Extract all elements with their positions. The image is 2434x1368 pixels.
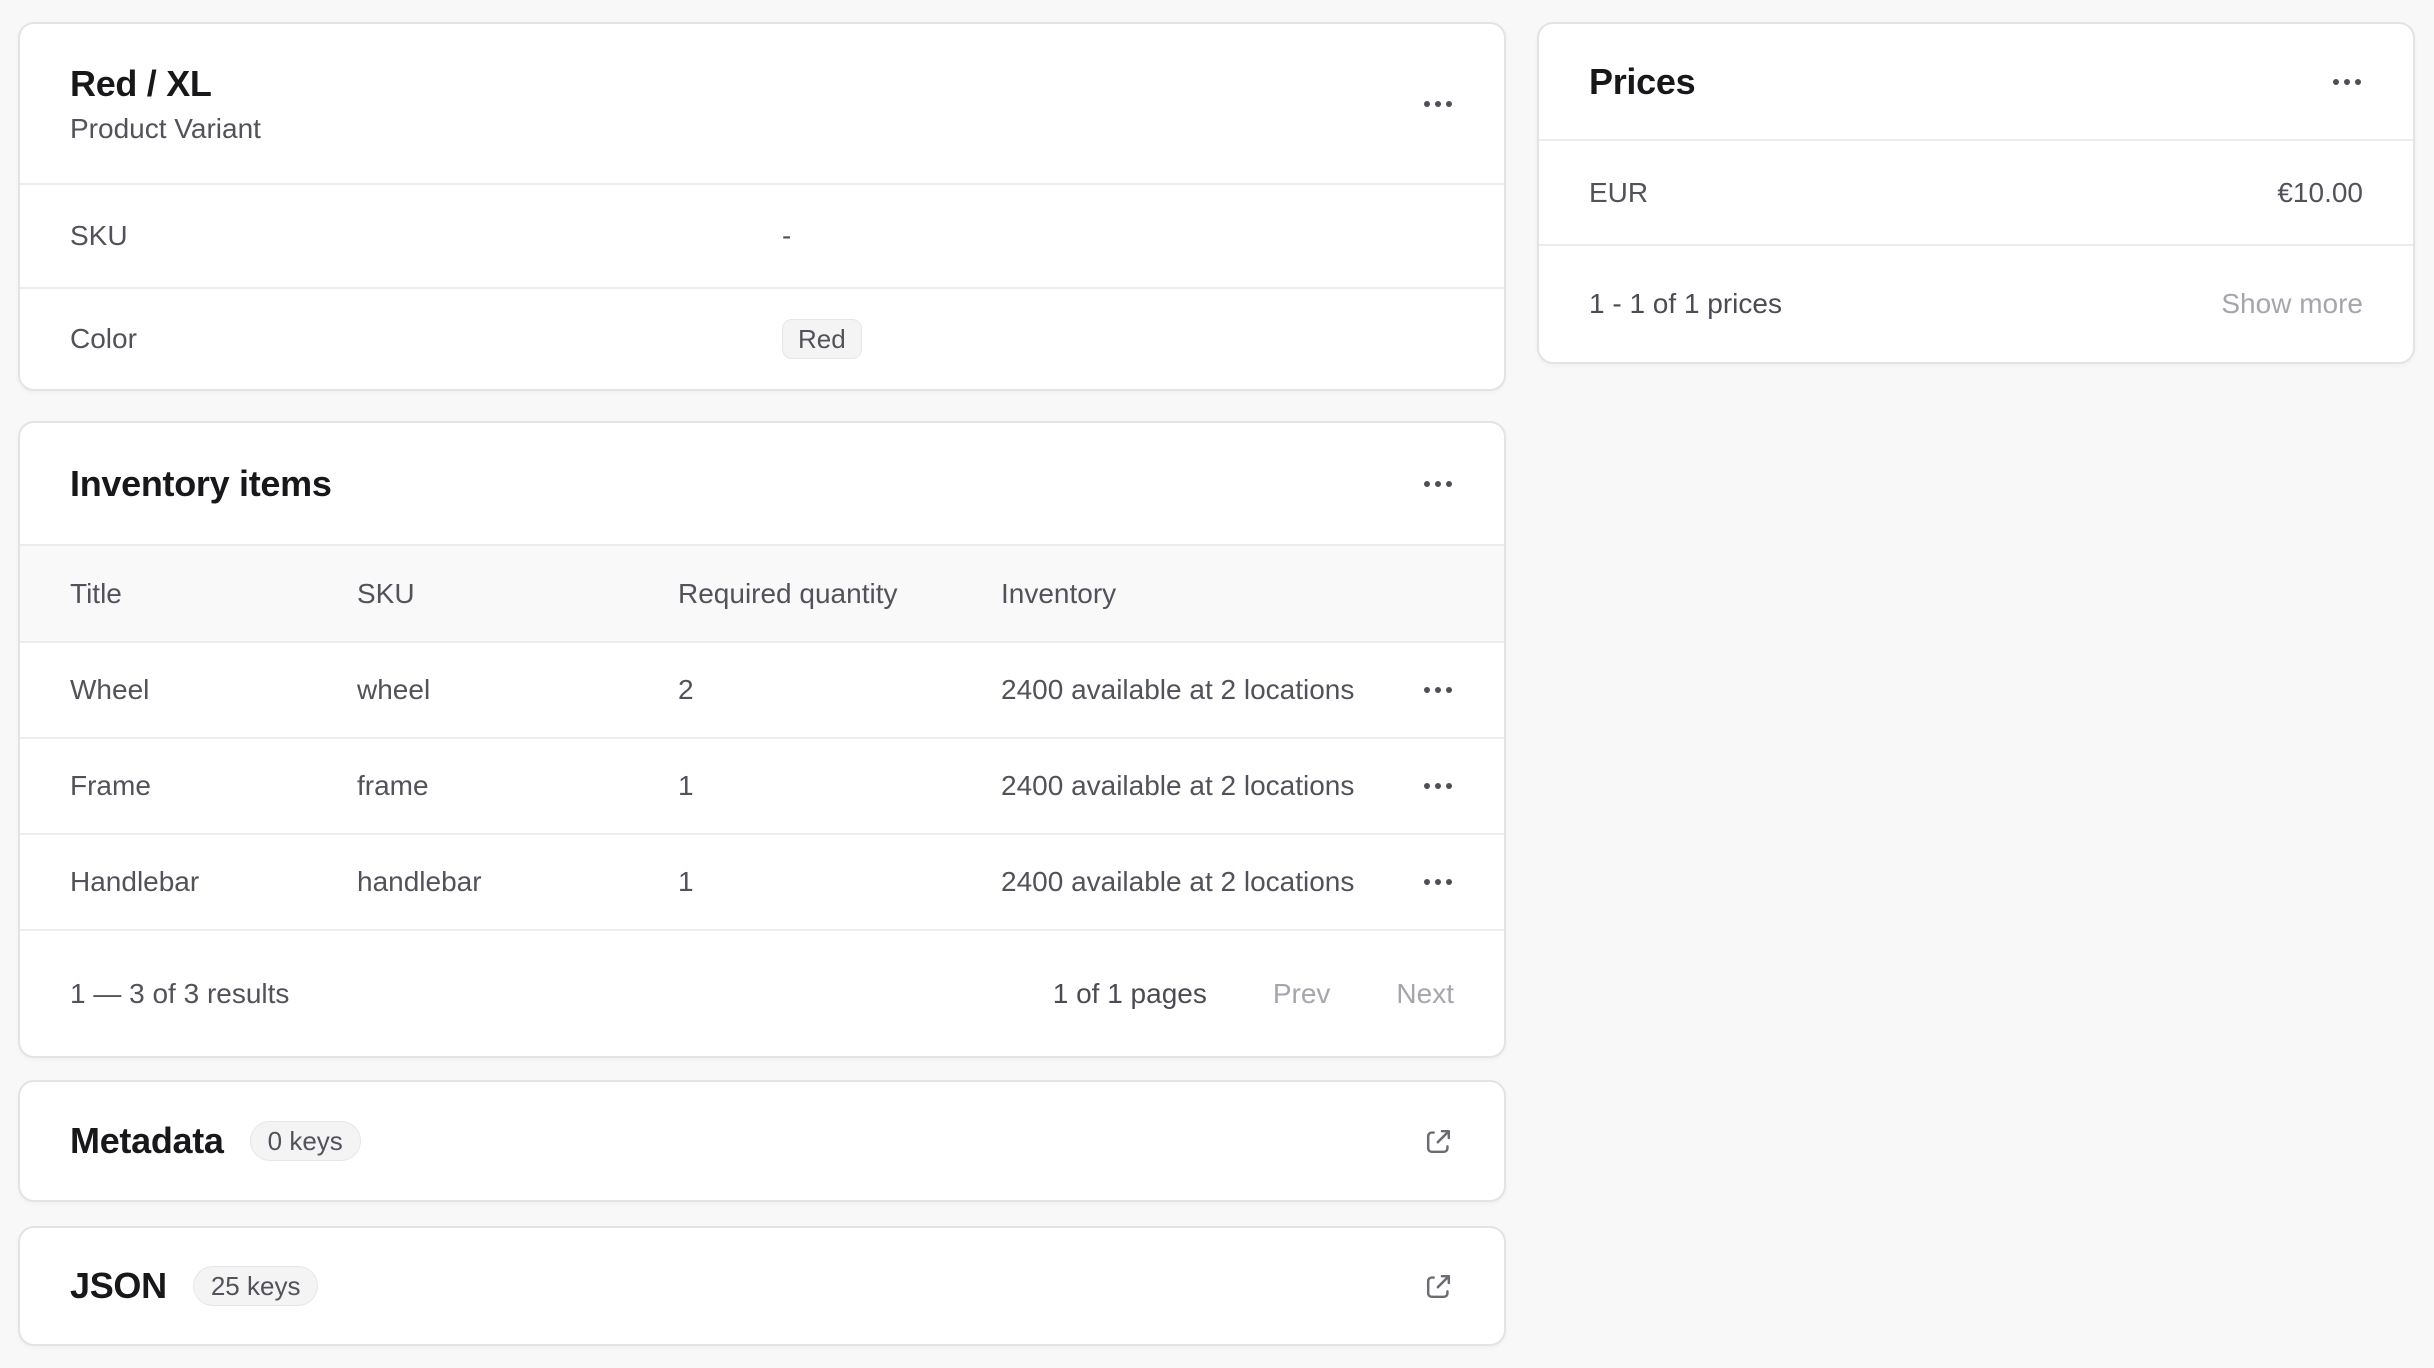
row-menu-button[interactable] bbox=[1414, 762, 1462, 810]
metadata-title: Metadata bbox=[70, 1120, 224, 1162]
cell-title: Handlebar bbox=[70, 866, 200, 897]
inventory-card-title: Inventory items bbox=[70, 462, 332, 504]
variant-menu-button[interactable] bbox=[1414, 80, 1462, 128]
column-header-required-quantity: Required quantity bbox=[678, 577, 898, 609]
external-link-icon bbox=[1426, 1129, 1450, 1153]
show-more-button[interactable]: Show more bbox=[2221, 288, 2363, 319]
external-link-icon bbox=[1426, 1274, 1450, 1298]
color-row: Color Red bbox=[20, 287, 1504, 389]
currency-label: EUR bbox=[1589, 176, 1649, 208]
page-subtitle: Product Variant bbox=[70, 113, 261, 145]
cell-inventory: 2400 available at 2 locations bbox=[1001, 674, 1355, 705]
cell-title: Wheel bbox=[70, 674, 150, 705]
ellipsis-icon bbox=[1424, 783, 1452, 789]
prices-card-header: Prices bbox=[1539, 24, 2413, 139]
main-column: Red / XL Product Variant SKU - Color Red bbox=[18, 22, 1506, 1346]
column-header-sku: SKU bbox=[357, 577, 415, 609]
ellipsis-icon bbox=[1424, 879, 1452, 885]
page-count: 1 of 1 pages bbox=[1052, 977, 1207, 1009]
cell-required-quantity: 1 bbox=[678, 866, 694, 897]
cell-sku: wheel bbox=[357, 674, 431, 705]
table-row-frame[interactable]: Frame frame 1 2400 available at 2 locati… bbox=[20, 739, 1504, 835]
json-title: JSON bbox=[70, 1265, 167, 1307]
row-menu-button[interactable] bbox=[1414, 666, 1462, 714]
inventory-pagination: 1 — 3 of 3 results 1 of 1 pages Prev Nex… bbox=[20, 931, 1504, 1056]
price-value: €10.00 bbox=[2277, 176, 2363, 208]
color-label: Color bbox=[70, 323, 137, 354]
cell-sku: frame bbox=[357, 770, 429, 801]
metadata-keys-badge: 0 keys bbox=[249, 1121, 361, 1161]
ellipsis-icon bbox=[2333, 78, 2361, 85]
prices-card: Prices EUR €10.00 1 - 1 of 1 prices Show… bbox=[1537, 22, 2415, 364]
variant-card-header: Red / XL Product Variant bbox=[20, 24, 1504, 183]
variant-card-titles: Red / XL Product Variant bbox=[70, 62, 261, 145]
inventory-card-header: Inventory items bbox=[20, 423, 1504, 544]
cell-required-quantity: 2 bbox=[678, 674, 694, 705]
next-button[interactable]: Next bbox=[1396, 977, 1454, 1009]
results-count: 1 — 3 of 3 results bbox=[70, 977, 290, 1009]
prices-pagination: 1 - 1 of 1 prices Show more bbox=[1539, 244, 2413, 362]
sku-value: - bbox=[782, 220, 792, 251]
color-value: Red bbox=[782, 319, 862, 359]
column-header-inventory: Inventory bbox=[1001, 577, 1117, 609]
price-row-eur: EUR €10.00 bbox=[1539, 139, 2413, 244]
color-badge: Red bbox=[782, 319, 862, 359]
cell-inventory: 2400 available at 2 locations bbox=[1001, 866, 1355, 897]
sku-label: SKU bbox=[70, 220, 128, 251]
sku-row: SKU - bbox=[20, 183, 1504, 287]
cell-inventory: 2400 available at 2 locations bbox=[1001, 770, 1355, 801]
cell-sku: handlebar bbox=[357, 866, 482, 897]
prev-button[interactable]: Prev bbox=[1272, 977, 1331, 1009]
prices-count: 1 - 1 of 1 prices bbox=[1589, 288, 1782, 319]
table-row-handlebar[interactable]: Handlebar handlebar 1 2400 available at … bbox=[20, 835, 1504, 931]
row-menu-button[interactable] bbox=[1414, 858, 1462, 906]
metadata-open-button[interactable] bbox=[1414, 1117, 1462, 1165]
cell-required-quantity: 1 bbox=[678, 770, 694, 801]
ellipsis-icon bbox=[1424, 100, 1452, 107]
variant-card: Red / XL Product Variant SKU - Color Red bbox=[18, 22, 1506, 391]
column-header-title: Title bbox=[70, 577, 122, 609]
ellipsis-icon bbox=[1424, 480, 1452, 487]
prices-card-title: Prices bbox=[1589, 60, 1696, 102]
metadata-card: Metadata 0 keys bbox=[18, 1080, 1506, 1202]
json-keys-badge: 25 keys bbox=[192, 1266, 319, 1306]
side-column: Prices EUR €10.00 1 - 1 of 1 prices Show… bbox=[1537, 22, 2415, 1346]
json-card: JSON 25 keys bbox=[18, 1226, 1506, 1346]
inventory-table-header: Title SKU Required quantity Inventory bbox=[20, 544, 1504, 643]
ellipsis-icon bbox=[1424, 687, 1452, 693]
prices-menu-button[interactable] bbox=[2323, 58, 2371, 106]
table-row-wheel[interactable]: Wheel wheel 2 2400 available at 2 locati… bbox=[20, 643, 1504, 739]
inventory-items-card: Inventory items Title SKU Required quant… bbox=[18, 421, 1506, 1058]
inventory-menu-button[interactable] bbox=[1414, 460, 1462, 508]
page-title: Red / XL bbox=[70, 62, 212, 104]
cell-title: Frame bbox=[70, 770, 151, 801]
pager: 1 of 1 pages Prev Next bbox=[1053, 978, 1454, 1010]
json-open-button[interactable] bbox=[1414, 1262, 1462, 1310]
